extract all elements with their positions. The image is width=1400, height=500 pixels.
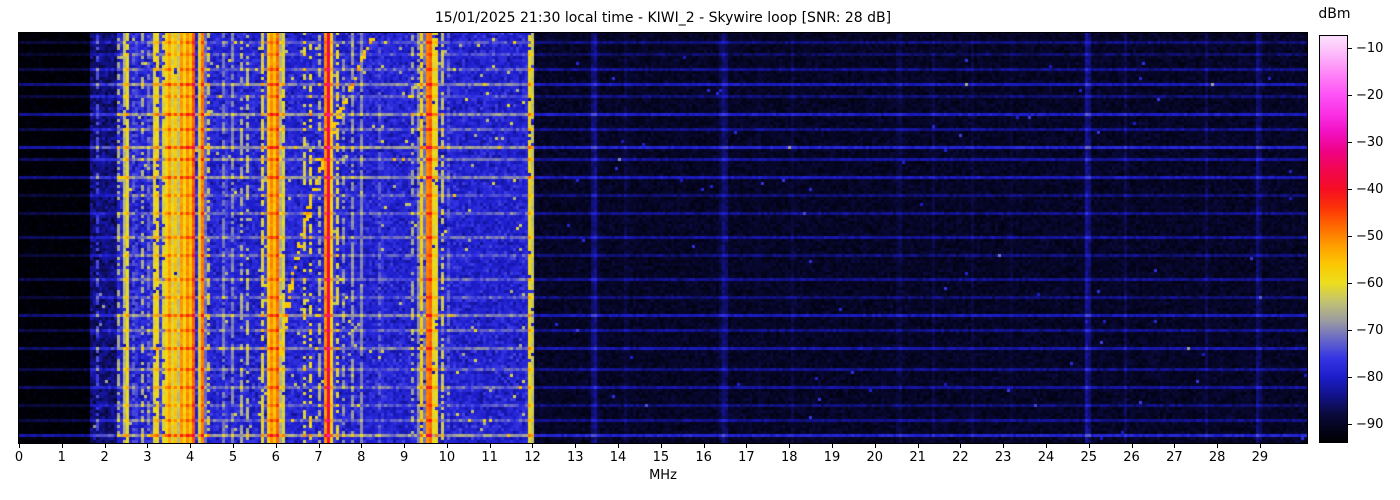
x-tick-label: 11 [481, 450, 498, 465]
waterfall-canvas [19, 33, 1307, 443]
x-tick-mark [660, 443, 662, 448]
x-tick-label: 17 [738, 450, 755, 465]
colorbar-tick-label: −30 [1356, 135, 1384, 151]
x-tick-mark [1259, 443, 1261, 448]
x-tick-label: 14 [609, 450, 627, 465]
x-tick-mark [275, 443, 277, 448]
colorbar-tick-mark [1347, 95, 1352, 97]
x-tick-mark [703, 443, 705, 448]
x-tick-label: 21 [909, 450, 926, 465]
x-tick-label: 19 [823, 450, 841, 465]
x-tick-label: 24 [1037, 450, 1055, 465]
x-tick-label: 12 [524, 450, 541, 465]
x-tick-mark [1045, 443, 1047, 448]
x-tick-label: 9 [399, 450, 409, 465]
x-tick-mark [532, 443, 534, 448]
x-tick-mark [1217, 443, 1219, 448]
x-tick-mark [960, 443, 962, 448]
x-tick-mark [147, 443, 149, 448]
x-tick-mark [19, 443, 20, 448]
colorbar-tick-label: −70 [1356, 322, 1384, 338]
x-tick-label: 5 [228, 450, 238, 465]
x-tick-label: 15 [652, 450, 670, 465]
colorbar-tick-mark [1347, 142, 1352, 144]
colorbar-tick-label: −60 [1356, 275, 1384, 291]
x-tick-mark [1174, 443, 1176, 448]
x-axis-label: MHz [649, 468, 677, 483]
x-tick-label: 28 [1208, 450, 1226, 465]
x-tick-mark [789, 443, 791, 448]
x-tick-label: 13 [566, 450, 584, 465]
x-tick-label: 23 [994, 450, 1012, 465]
x-tick-label: 2 [100, 450, 109, 465]
x-tick-mark [575, 443, 577, 448]
colorbar-gradient [1320, 36, 1347, 442]
x-tick-mark [832, 443, 834, 448]
colorbar-tick-mark [1347, 329, 1352, 331]
x-tick-label: 3 [143, 450, 152, 465]
x-tick-mark [318, 443, 320, 448]
x-tick-label: 4 [186, 450, 195, 465]
x-tick-label: 10 [438, 450, 456, 465]
waterfall-plot-area [18, 32, 1308, 444]
x-tick-mark [746, 443, 748, 448]
x-tick-mark [1088, 443, 1090, 448]
x-tick-label: 27 [1166, 450, 1183, 465]
x-tick-mark [104, 443, 106, 448]
x-tick-label: 1 [57, 450, 66, 465]
x-tick-mark [917, 443, 919, 448]
x-tick-label: 6 [271, 450, 280, 465]
x-tick-mark [1131, 443, 1133, 448]
x-tick-mark [361, 443, 363, 448]
colorbar-tick-label: −80 [1356, 369, 1384, 385]
x-tick-mark [190, 443, 192, 448]
x-tick-mark [1003, 443, 1005, 448]
colorbar-tick-label: −40 [1356, 182, 1384, 197]
colorbar-tick-mark [1347, 235, 1352, 237]
x-tick-mark [446, 443, 448, 448]
x-tick-label: 7 [314, 450, 323, 465]
colorbar-tick-mark [1347, 282, 1352, 284]
colorbar-tick-mark [1347, 376, 1352, 378]
x-tick-mark [618, 443, 620, 448]
x-tick-label: 0 [14, 450, 24, 465]
x-tick-label: 29 [1251, 450, 1269, 465]
colorbar-tick-label: −90 [1356, 416, 1384, 432]
x-tick-label: 25 [1080, 450, 1098, 465]
colorbar-tick-mark [1347, 423, 1352, 425]
x-tick-label: 16 [695, 450, 712, 465]
x-tick-mark [404, 443, 406, 448]
colorbar-tick-label: −50 [1356, 228, 1384, 244]
x-tick-label: 8 [357, 450, 366, 465]
x-tick-mark [874, 443, 876, 448]
colorbar [1319, 35, 1348, 443]
x-tick-mark [61, 443, 63, 448]
plot-title: 15/01/2025 21:30 local time - KIWI_2 - S… [434, 10, 892, 26]
x-tick-label: 26 [1123, 450, 1140, 465]
x-tick-mark [489, 443, 491, 448]
colorbar-tick-mark [1347, 189, 1352, 190]
x-tick-label: 20 [866, 450, 884, 465]
colorbar-title: dBm [1318, 6, 1351, 22]
x-tick-mark [232, 443, 234, 448]
colorbar-tick-label: −20 [1356, 88, 1384, 104]
colorbar-tick-mark [1347, 48, 1352, 50]
x-tick-label: 22 [952, 450, 969, 465]
colorbar-tick-label: −10 [1356, 41, 1384, 57]
x-tick-label: 18 [780, 450, 798, 465]
